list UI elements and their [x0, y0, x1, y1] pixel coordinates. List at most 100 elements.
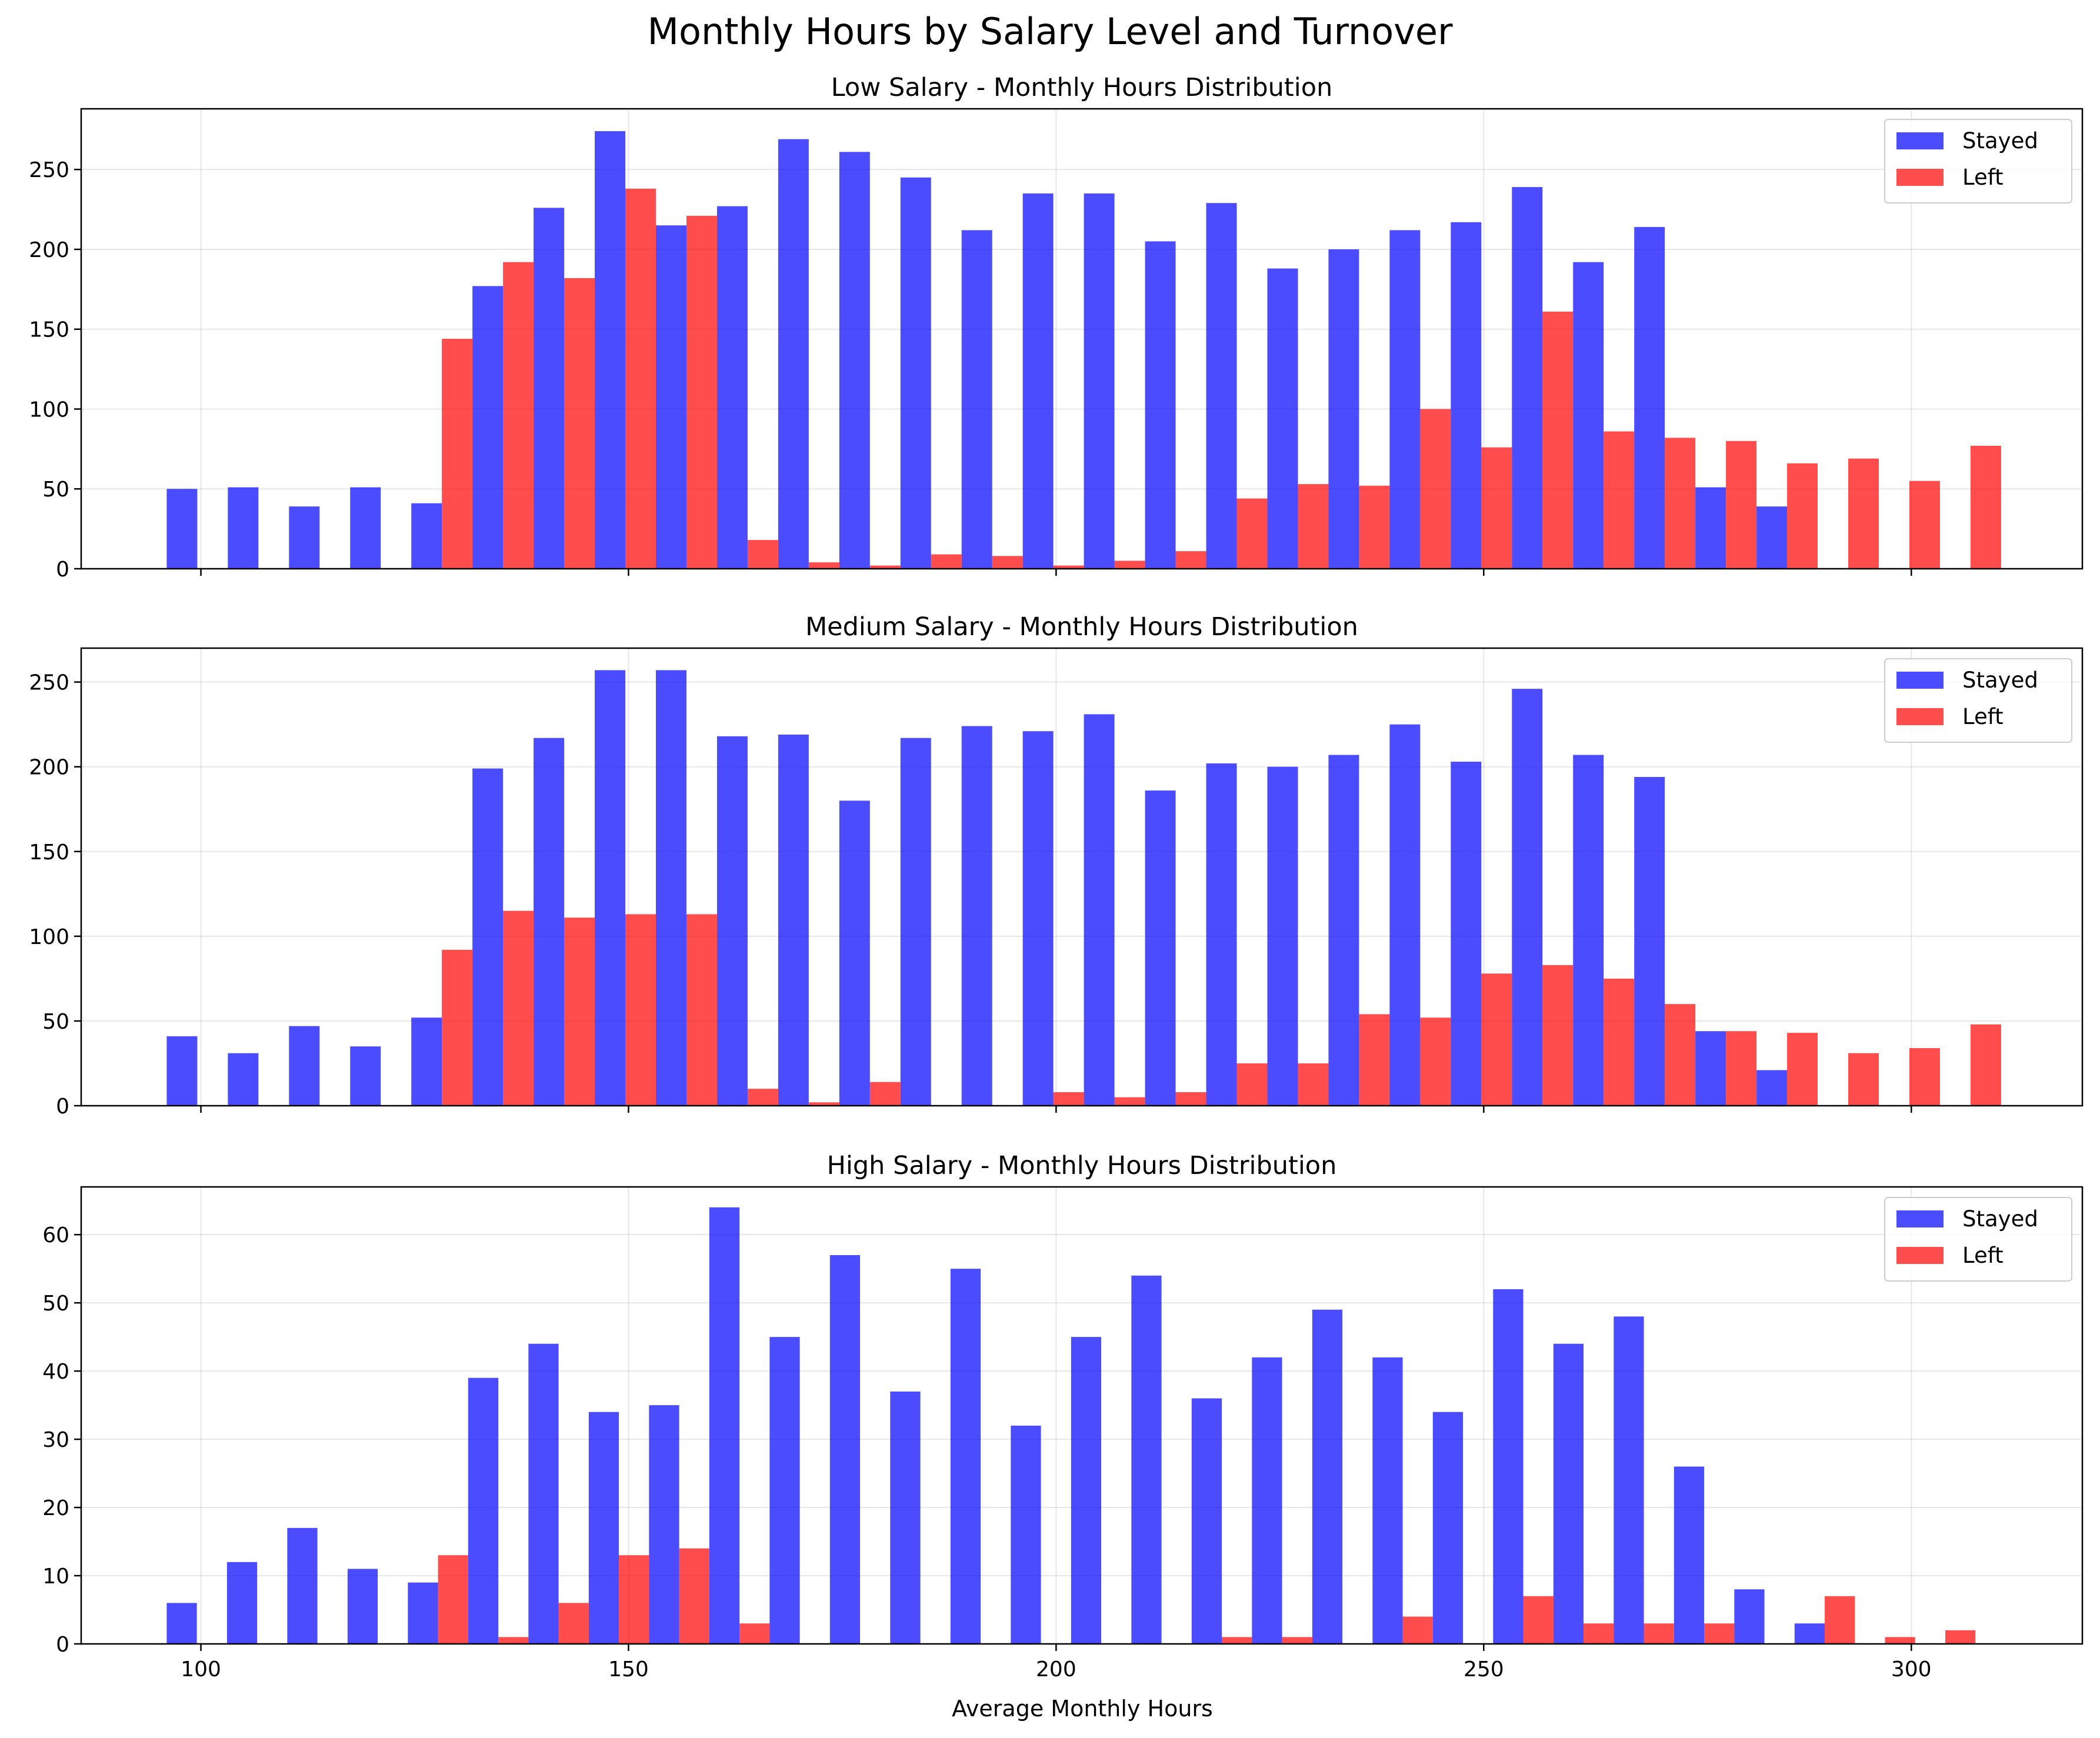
bar-stayed: [1022, 193, 1054, 569]
bar-stayed: [1573, 262, 1604, 569]
axes-frame: [80, 647, 2084, 1107]
bar-stayed: [226, 1562, 258, 1644]
legend-swatch-left: [1896, 169, 1944, 186]
y-tick-label: 100: [29, 398, 69, 422]
bar-left: [503, 262, 534, 569]
bar-left: [1523, 1596, 1554, 1644]
bar-stayed: [1191, 1398, 1222, 1644]
legend-swatch-stayed: [1896, 672, 1944, 689]
bar-stayed: [1756, 1070, 1788, 1106]
y-tick-label: 50: [42, 1292, 69, 1316]
bar-stayed: [716, 206, 748, 569]
y-tick-label: 200: [29, 238, 69, 262]
legend-label-stayed: Stayed: [1962, 1206, 2038, 1232]
y-tick-label: 50: [42, 1010, 69, 1034]
bar-left: [1970, 445, 2001, 569]
bar-left: [564, 918, 595, 1106]
bar-left: [1402, 1616, 1433, 1644]
bar-stayed: [1267, 766, 1298, 1106]
bar-stayed: [769, 1337, 800, 1644]
bar-left: [1726, 1031, 1757, 1106]
y-tick-label: 50: [42, 478, 69, 502]
bar-left: [1542, 311, 1574, 569]
bar-stayed: [1084, 193, 1115, 569]
bar-stayed: [1794, 1623, 1825, 1644]
y-tick-label: 100: [29, 925, 69, 949]
bar-stayed: [1512, 187, 1543, 569]
bar-left: [442, 339, 473, 569]
y-tick-label: 40: [42, 1360, 69, 1384]
bar-left: [442, 949, 473, 1106]
bar-left: [558, 1603, 589, 1644]
legend-label-left: Left: [1962, 165, 2004, 190]
bar-stayed: [1614, 1316, 1644, 1644]
bar-left: [1848, 1053, 1879, 1106]
bar-stayed: [655, 670, 686, 1106]
bar-stayed: [1432, 1412, 1464, 1644]
bar-stayed: [1756, 506, 1788, 569]
bar-stayed: [1328, 249, 1359, 569]
y-tick-label: 200: [29, 756, 69, 780]
bar-left: [1420, 409, 1451, 569]
bar-stayed: [1573, 755, 1604, 1106]
bar-left: [739, 1623, 770, 1644]
bar-stayed: [1145, 790, 1176, 1106]
bar-left: [1481, 973, 1512, 1106]
bar-left: [1236, 498, 1268, 569]
bar-stayed: [411, 503, 442, 569]
bar-left: [1114, 561, 1145, 569]
bar-stayed: [411, 1018, 442, 1106]
bar-left: [1726, 441, 1757, 569]
bar-stayed: [839, 152, 870, 569]
bar-stayed: [1493, 1289, 1524, 1644]
bar-left: [1053, 1092, 1084, 1106]
bar-stayed: [1312, 1309, 1343, 1644]
y-tick-label: 30: [42, 1428, 69, 1452]
bar-left: [1787, 463, 1818, 569]
bar-stayed: [347, 1569, 378, 1644]
y-tick-label: 20: [42, 1496, 69, 1520]
bar-stayed: [350, 487, 381, 569]
bar-stayed: [900, 738, 931, 1106]
x-tick-label: 250: [1464, 1657, 1504, 1682]
y-tick-label: 0: [56, 1633, 69, 1657]
bar-left: [992, 556, 1023, 569]
bar-left: [619, 1555, 649, 1644]
x-tick-label: 200: [1036, 1657, 1076, 1682]
bar-left: [1282, 1637, 1312, 1644]
bar-stayed: [1451, 222, 1482, 569]
bar-left: [438, 1555, 468, 1644]
bar-stayed: [1695, 1031, 1726, 1106]
bar-left: [808, 562, 839, 569]
bar-stayed: [408, 1582, 438, 1644]
y-tick-label: 150: [29, 840, 69, 865]
bar-stayed: [472, 768, 504, 1106]
bar-left: [1359, 485, 1390, 569]
bar-left: [1604, 431, 1635, 569]
bar-stayed: [950, 1269, 981, 1644]
bar-left: [1704, 1623, 1735, 1644]
bar-stayed: [1372, 1357, 1403, 1644]
bar-left: [625, 188, 656, 569]
bar-stayed: [1011, 1425, 1041, 1644]
bar-left: [1787, 1033, 1818, 1106]
subplot-title: Medium Salary - Monthly Hours Distributi…: [805, 612, 1358, 642]
bar-stayed: [900, 177, 931, 569]
bar-stayed: [1553, 1343, 1584, 1644]
bar-stayed: [289, 506, 320, 569]
bar-left: [1359, 1014, 1390, 1106]
bar-stayed: [1674, 1466, 1705, 1644]
bar-left: [869, 565, 901, 569]
subplot-3: 0 10 20 30 40 50 60 100 150 200 250 300 High Salary …: [42, 1151, 2084, 1682]
bar-left: [747, 540, 778, 569]
subplot-2: 0 50 100 150 200 250 Medium Salary - Monthly H…: [29, 612, 2084, 1119]
bar-left: [931, 554, 962, 569]
bar-left: [1053, 565, 1084, 569]
bar-stayed: [1206, 763, 1237, 1106]
bar-left: [1420, 1018, 1451, 1106]
bar-stayed: [1267, 268, 1298, 569]
bar-left: [1114, 1097, 1145, 1106]
bar-stayed: [595, 131, 626, 569]
bar-left: [625, 914, 656, 1106]
legend-label-left: Left: [1962, 704, 2004, 729]
